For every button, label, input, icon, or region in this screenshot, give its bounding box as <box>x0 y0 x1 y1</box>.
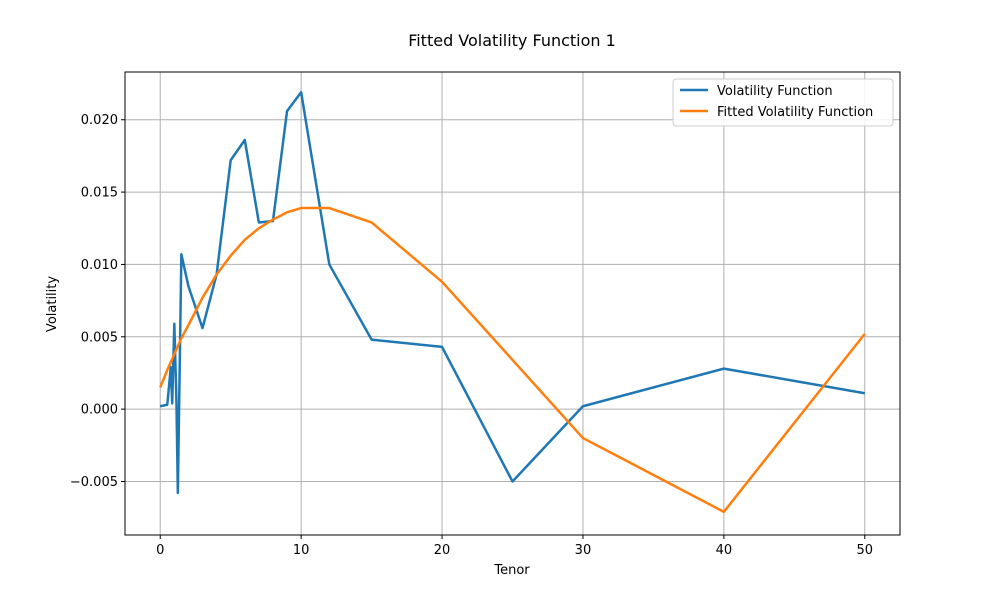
x-tick-label: 50 <box>856 543 873 558</box>
x-tick-label: 30 <box>575 543 592 558</box>
x-tick-label: 0 <box>156 543 164 558</box>
y-tick-label: 0.005 <box>81 330 118 345</box>
y-tick-label: −0.005 <box>70 475 118 490</box>
y-tick-label: 0.020 <box>81 113 118 128</box>
grid-layer <box>125 72 900 535</box>
series-line-volatility-function <box>159 91 865 495</box>
series-line-fitted-volatility-function <box>159 206 866 514</box>
legend-box <box>672 78 894 127</box>
legend: Volatility Function Fitted Volatility Fu… <box>672 78 894 127</box>
x-tick-label: 20 <box>434 543 451 558</box>
y-tick-label: 0.015 <box>81 186 118 201</box>
legend-label-volatility-function: Volatility Function <box>717 84 833 99</box>
y-tick-label: 0.010 <box>81 258 118 273</box>
x-tick-label: 10 <box>293 543 310 558</box>
plot-frame <box>124 71 901 536</box>
x-axis-label: Tenor <box>493 563 530 578</box>
tick-layer: 0 10 20 30 40 50 −0.005 0.000 0.005 0.010 0.015 0.0… <box>70 113 873 558</box>
y-axis-label: Volatility <box>45 276 60 332</box>
y-tick-label: 0.000 <box>81 403 118 418</box>
x-tick-label: 40 <box>716 543 733 558</box>
legend-label-fitted-volatility-function: Fitted Volatility Function <box>717 105 873 120</box>
chart-title: Fitted Volatility Function 1 <box>408 31 616 50</box>
series-layer <box>159 91 866 514</box>
